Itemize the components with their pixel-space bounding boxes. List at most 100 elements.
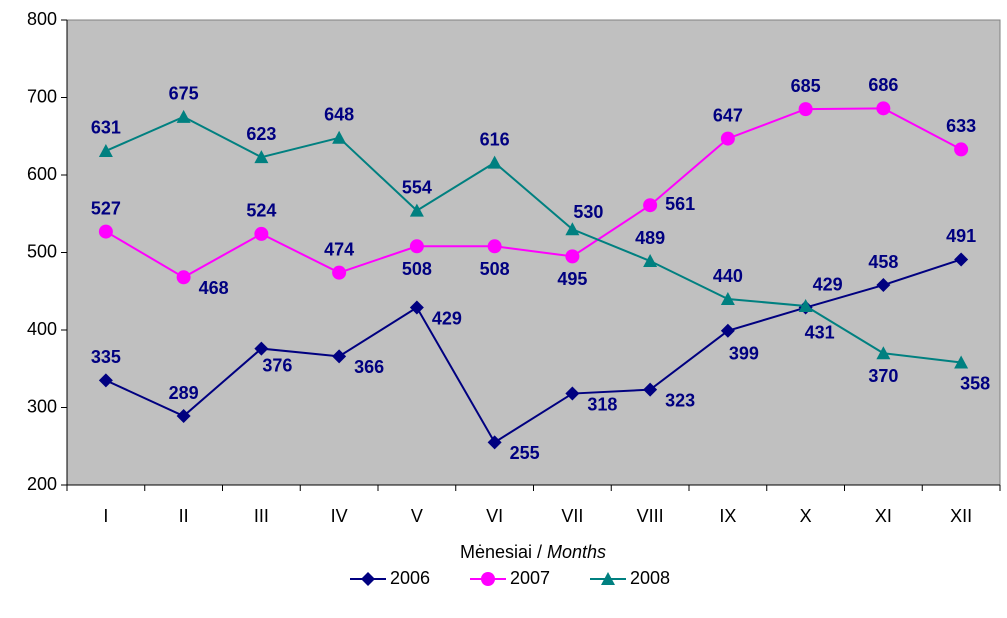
legend-label: 2007 (510, 568, 550, 588)
data-label: 616 (480, 129, 510, 149)
x-tick-label: III (254, 506, 269, 526)
data-label: 318 (587, 394, 617, 414)
legend-label: 2006 (390, 568, 430, 588)
x-tick-label: IV (331, 506, 348, 526)
marker (409, 203, 424, 217)
x-tick-label: XI (875, 506, 892, 526)
marker (176, 109, 191, 123)
x-tick-label: X (800, 506, 812, 526)
marker (98, 373, 113, 388)
marker (565, 249, 580, 264)
data-label: 370 (868, 366, 898, 386)
x-label-italic: Months (547, 542, 606, 562)
marker (565, 386, 580, 401)
marker (643, 382, 658, 397)
y-tick-label: 800 (27, 9, 57, 29)
data-label: 358 (960, 373, 990, 393)
marker (98, 224, 113, 239)
x-tick-label: XII (950, 506, 972, 526)
marker (954, 355, 969, 369)
data-label: 685 (791, 76, 821, 96)
x-tick-label: I (103, 506, 108, 526)
data-label: 530 (573, 202, 603, 222)
x-tick-label: V (411, 506, 423, 526)
x-tick-label: II (179, 506, 189, 526)
marker (954, 142, 969, 157)
y-tick-label: 300 (27, 396, 57, 416)
marker (332, 130, 347, 144)
data-label: 399 (729, 344, 759, 364)
marker (409, 239, 424, 254)
data-label: 633 (946, 116, 976, 136)
data-label: 458 (868, 252, 898, 272)
data-label: 491 (946, 226, 976, 246)
marker (720, 292, 735, 305)
data-label: 508 (402, 259, 432, 279)
plot-area (66, 19, 1001, 486)
data-label: 468 (199, 278, 229, 298)
marker (876, 346, 891, 360)
x-tick-label: IX (719, 506, 736, 526)
marker (798, 102, 813, 117)
marker (176, 270, 191, 285)
marker (487, 155, 502, 169)
data-label: 474 (324, 239, 354, 259)
x-tick-label: VIII (637, 506, 664, 526)
data-label: 429 (432, 308, 462, 328)
marker (601, 572, 615, 585)
data-label: 376 (262, 355, 292, 375)
data-label: 675 (169, 84, 199, 104)
y-tick-label: 200 (27, 474, 57, 494)
marker (487, 435, 502, 450)
series-line (105, 258, 962, 444)
x-tick-label: VI (486, 506, 503, 526)
data-label: 686 (868, 75, 898, 95)
marker (643, 198, 658, 213)
data-label: 527 (91, 198, 121, 218)
data-label: 489 (635, 228, 665, 248)
data-label: 631 (91, 118, 121, 138)
marker (487, 239, 502, 254)
y-tick-label: 400 (27, 319, 57, 339)
data-label: 495 (557, 269, 587, 289)
marker (254, 341, 269, 356)
marker (254, 226, 269, 241)
data-label: 255 (510, 443, 540, 463)
series-line (105, 107, 962, 279)
data-label: 524 (246, 201, 276, 221)
series-line (105, 115, 962, 364)
marker (409, 300, 424, 315)
x-label-text: Mėnesiai / (460, 542, 542, 562)
marker (332, 265, 347, 280)
data-label: 647 (713, 105, 743, 125)
x-tick-label: VII (561, 506, 583, 526)
marker (798, 298, 813, 312)
data-label: 366 (354, 357, 384, 377)
data-label: 554 (402, 177, 432, 197)
marker (876, 101, 891, 116)
y-tick-label: 600 (27, 164, 57, 184)
marker (332, 349, 347, 364)
data-label: 440 (713, 266, 743, 286)
marker (643, 254, 658, 268)
data-label: 508 (480, 259, 510, 279)
marker (361, 572, 375, 586)
data-label: 561 (665, 194, 695, 214)
marker (720, 131, 735, 146)
y-tick-label: 700 (27, 86, 57, 106)
data-label: 335 (91, 347, 121, 367)
marker (954, 252, 969, 267)
x-axis-label: Mėnesiai / Months (460, 542, 606, 562)
marker (481, 572, 495, 586)
data-label: 429 (813, 274, 843, 294)
legend-label: 2008 (630, 568, 670, 588)
marker (876, 278, 891, 293)
data-label: 289 (169, 383, 199, 403)
data-label: 648 (324, 105, 354, 125)
data-label: 431 (805, 323, 835, 343)
data-label: 623 (246, 124, 276, 144)
marker (98, 143, 113, 157)
marker (565, 222, 580, 236)
marker (720, 323, 735, 338)
